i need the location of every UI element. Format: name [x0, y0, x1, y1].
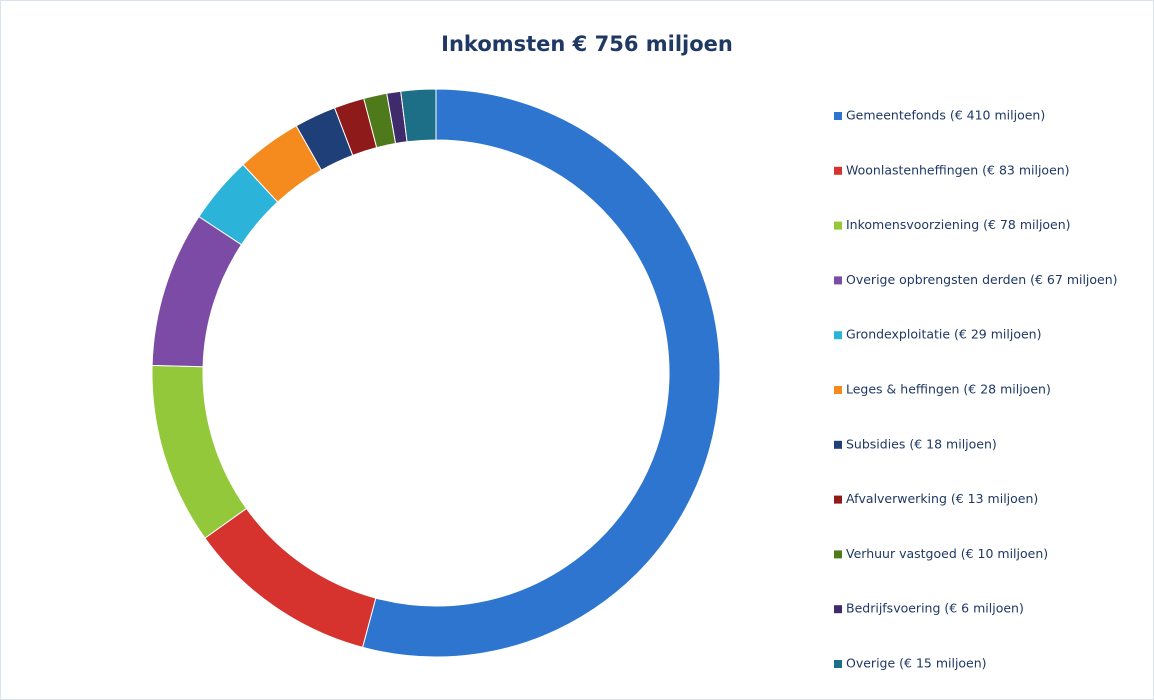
legend-label: Overige (€ 15 miljoen) [846, 656, 987, 671]
legend-swatch [834, 276, 842, 285]
legend-label: Grondexploitatie (€ 29 miljoen) [846, 327, 1041, 342]
legend-swatch [834, 166, 842, 175]
legend-label: Overige opbrengsten derden (€ 67 miljoen… [846, 272, 1118, 287]
legend-label: Leges & heffingen (€ 28 miljoen) [846, 382, 1051, 397]
legend-swatch [834, 386, 842, 394]
legend-swatch [834, 605, 842, 614]
legend-label: Verhuur vastgoed (€ 10 miljoen) [846, 546, 1048, 561]
legend-label: Bedrijfsvoering (€ 6 miljoen) [846, 601, 1024, 616]
chart-title: Inkomsten € 756 miljoen [441, 32, 733, 56]
legend-swatch [834, 495, 842, 504]
legend-label: Gemeentefonds (€ 410 miljoen) [846, 108, 1045, 123]
legend-label: Woonlastenheffingen (€ 83 miljoen) [846, 162, 1070, 177]
legend-label: Afvalverwerking (€ 13 miljoen) [846, 491, 1038, 506]
legend-swatch [834, 331, 842, 340]
donut-segment [361, 88, 721, 658]
legend-label: Inkomensvoorziening (€ 78 miljoen) [846, 217, 1071, 232]
legend-swatch [834, 112, 842, 120]
legend-swatch [834, 221, 842, 230]
legend-swatch [834, 440, 842, 449]
donut-segment [400, 88, 437, 143]
legend-swatch [834, 550, 842, 559]
legend-swatch [834, 660, 842, 668]
legend-label: Subsidies (€ 18 miljoen) [846, 436, 997, 451]
